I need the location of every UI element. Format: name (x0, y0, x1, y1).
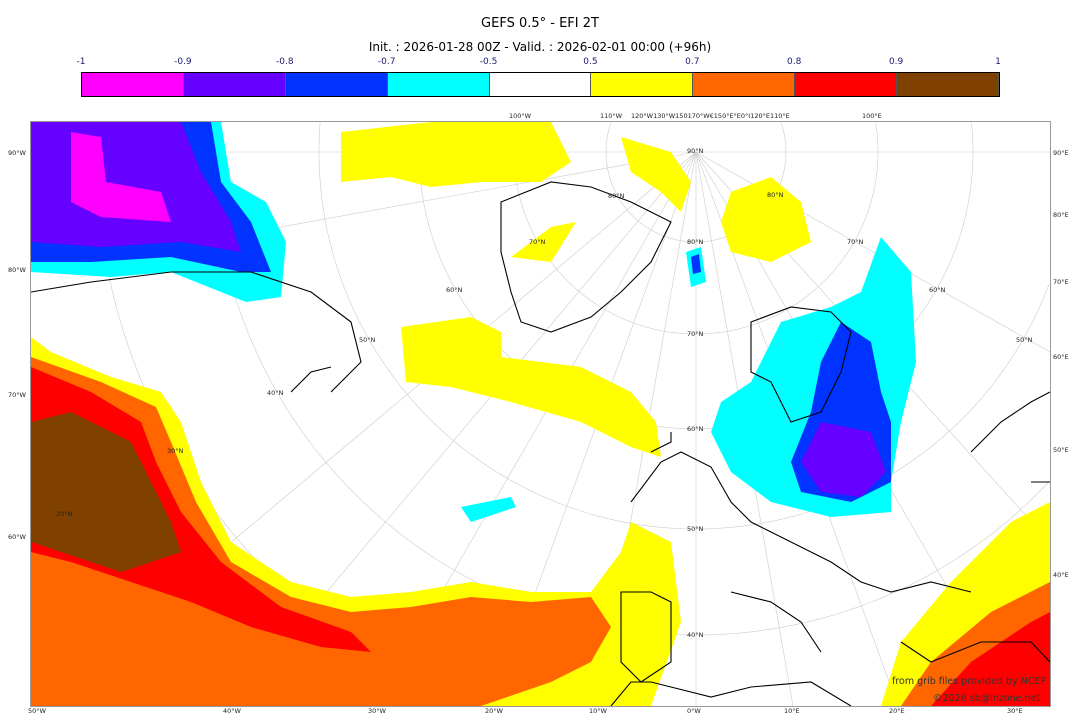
colorbar-tick: 1 (995, 57, 1001, 67)
colorbar-tick: -1 (76, 57, 86, 67)
left-axis-label: 80°W (8, 266, 26, 274)
colorbar-tick: 0.8 (787, 57, 802, 67)
parallel-label: 70°N (847, 238, 864, 246)
bottom-axis-label: 40°W (223, 707, 241, 715)
chart-title: GEFS 0.5° - EFI 2T (481, 16, 599, 31)
bottom-axis-label: 10°E (784, 707, 800, 715)
bottom-axis-label: 30°W (368, 707, 386, 715)
left-axis-label: 60°W (8, 533, 26, 541)
bottom-axis-label: 20°E (889, 707, 905, 715)
colorbar-swatch (897, 73, 1000, 96)
right-axis-label: 50°E (1053, 446, 1069, 454)
top-axis-label: 110°W (600, 112, 623, 120)
copyright: ©2026 sb@inzone.net (933, 693, 1041, 704)
colorbar-tick: -0.8 (275, 57, 294, 67)
chart-subtitle: Init. : 2026-01-28 00Z - Valid. : 2026-0… (368, 40, 712, 54)
parallel-label: 40°N (267, 389, 284, 397)
parallel-label: 50°N (359, 336, 376, 344)
left-axis-label: 70°W (8, 391, 26, 399)
bottom-axis-label: 0°W (687, 707, 701, 715)
parallel-line (318, 122, 1050, 530)
right-axis-label: 80°E (1053, 211, 1069, 219)
colorbar-tick: -0.9 (174, 57, 192, 67)
colorbar-swatch (795, 73, 898, 96)
parallel-label: 70°N (529, 238, 546, 246)
parallel-label: 80°N (608, 192, 625, 200)
bottom-axis-label: 10°W (589, 707, 607, 715)
colorbar-swatch (591, 73, 694, 96)
parallel-label: 80°N (767, 191, 784, 199)
parallel-label: 60°N (929, 286, 946, 294)
top-axis-label: 110°E (770, 112, 790, 120)
bottom-axis-label: 30°E (1007, 707, 1023, 715)
colorbar-tick: -0.5 (479, 57, 498, 67)
data-credit: from grib files provided by NCEP (892, 676, 1047, 687)
right-axis-label: 70°E (1053, 278, 1069, 286)
top-axis-label: 120°W130°W150170°W€150°E°E0°I120°E (631, 112, 770, 120)
parallel-label: 40°N (687, 631, 704, 639)
colorbar-swatch (387, 73, 490, 96)
parallel-label: 30°N (167, 447, 184, 455)
bottom-axis-label: 20°W (485, 707, 503, 715)
parallel-label: 60°N (687, 425, 704, 433)
left-axis-label: 90°W (8, 149, 26, 157)
colorbar-tick: 0.9 (888, 57, 904, 67)
colorbar-swatch (82, 73, 184, 96)
efi-map (30, 121, 1051, 707)
top-axis-label: 100°W (509, 112, 532, 120)
right-axis-label: 40°E (1053, 571, 1069, 579)
parallel-label: 50°N (1016, 336, 1033, 344)
top-axis-label: 100°E (862, 112, 882, 120)
colorbar-swatch (285, 73, 388, 96)
right-axis-label: 90°E (1053, 149, 1069, 157)
parallel-label: 80°N (687, 238, 704, 246)
colorbar-tick: -0.7 (377, 57, 396, 67)
parallel-label: 70°N (687, 330, 704, 338)
parallel-line (418, 122, 974, 430)
colorbar (81, 72, 1000, 97)
efi-fields (31, 122, 1050, 706)
parallel-line (513, 123, 879, 335)
colorbar-swatch (183, 73, 286, 96)
parallel-label: 20°N (56, 510, 73, 518)
right-axis-label: 60°E (1053, 353, 1069, 361)
bottom-axis-label: 50°W (28, 707, 46, 715)
colorbar-swatch (693, 73, 796, 96)
colorbar-swatch (489, 73, 592, 96)
parallel-label: 60°N (446, 286, 463, 294)
colorbar-tick: 0.7 (685, 57, 700, 67)
parallel-label: 90°N (687, 147, 704, 155)
colorbar-tick: 0.5 (583, 57, 598, 67)
parallel-label: 50°N (687, 525, 704, 533)
map-canvas (31, 122, 1050, 706)
coastlines (31, 181, 1050, 706)
